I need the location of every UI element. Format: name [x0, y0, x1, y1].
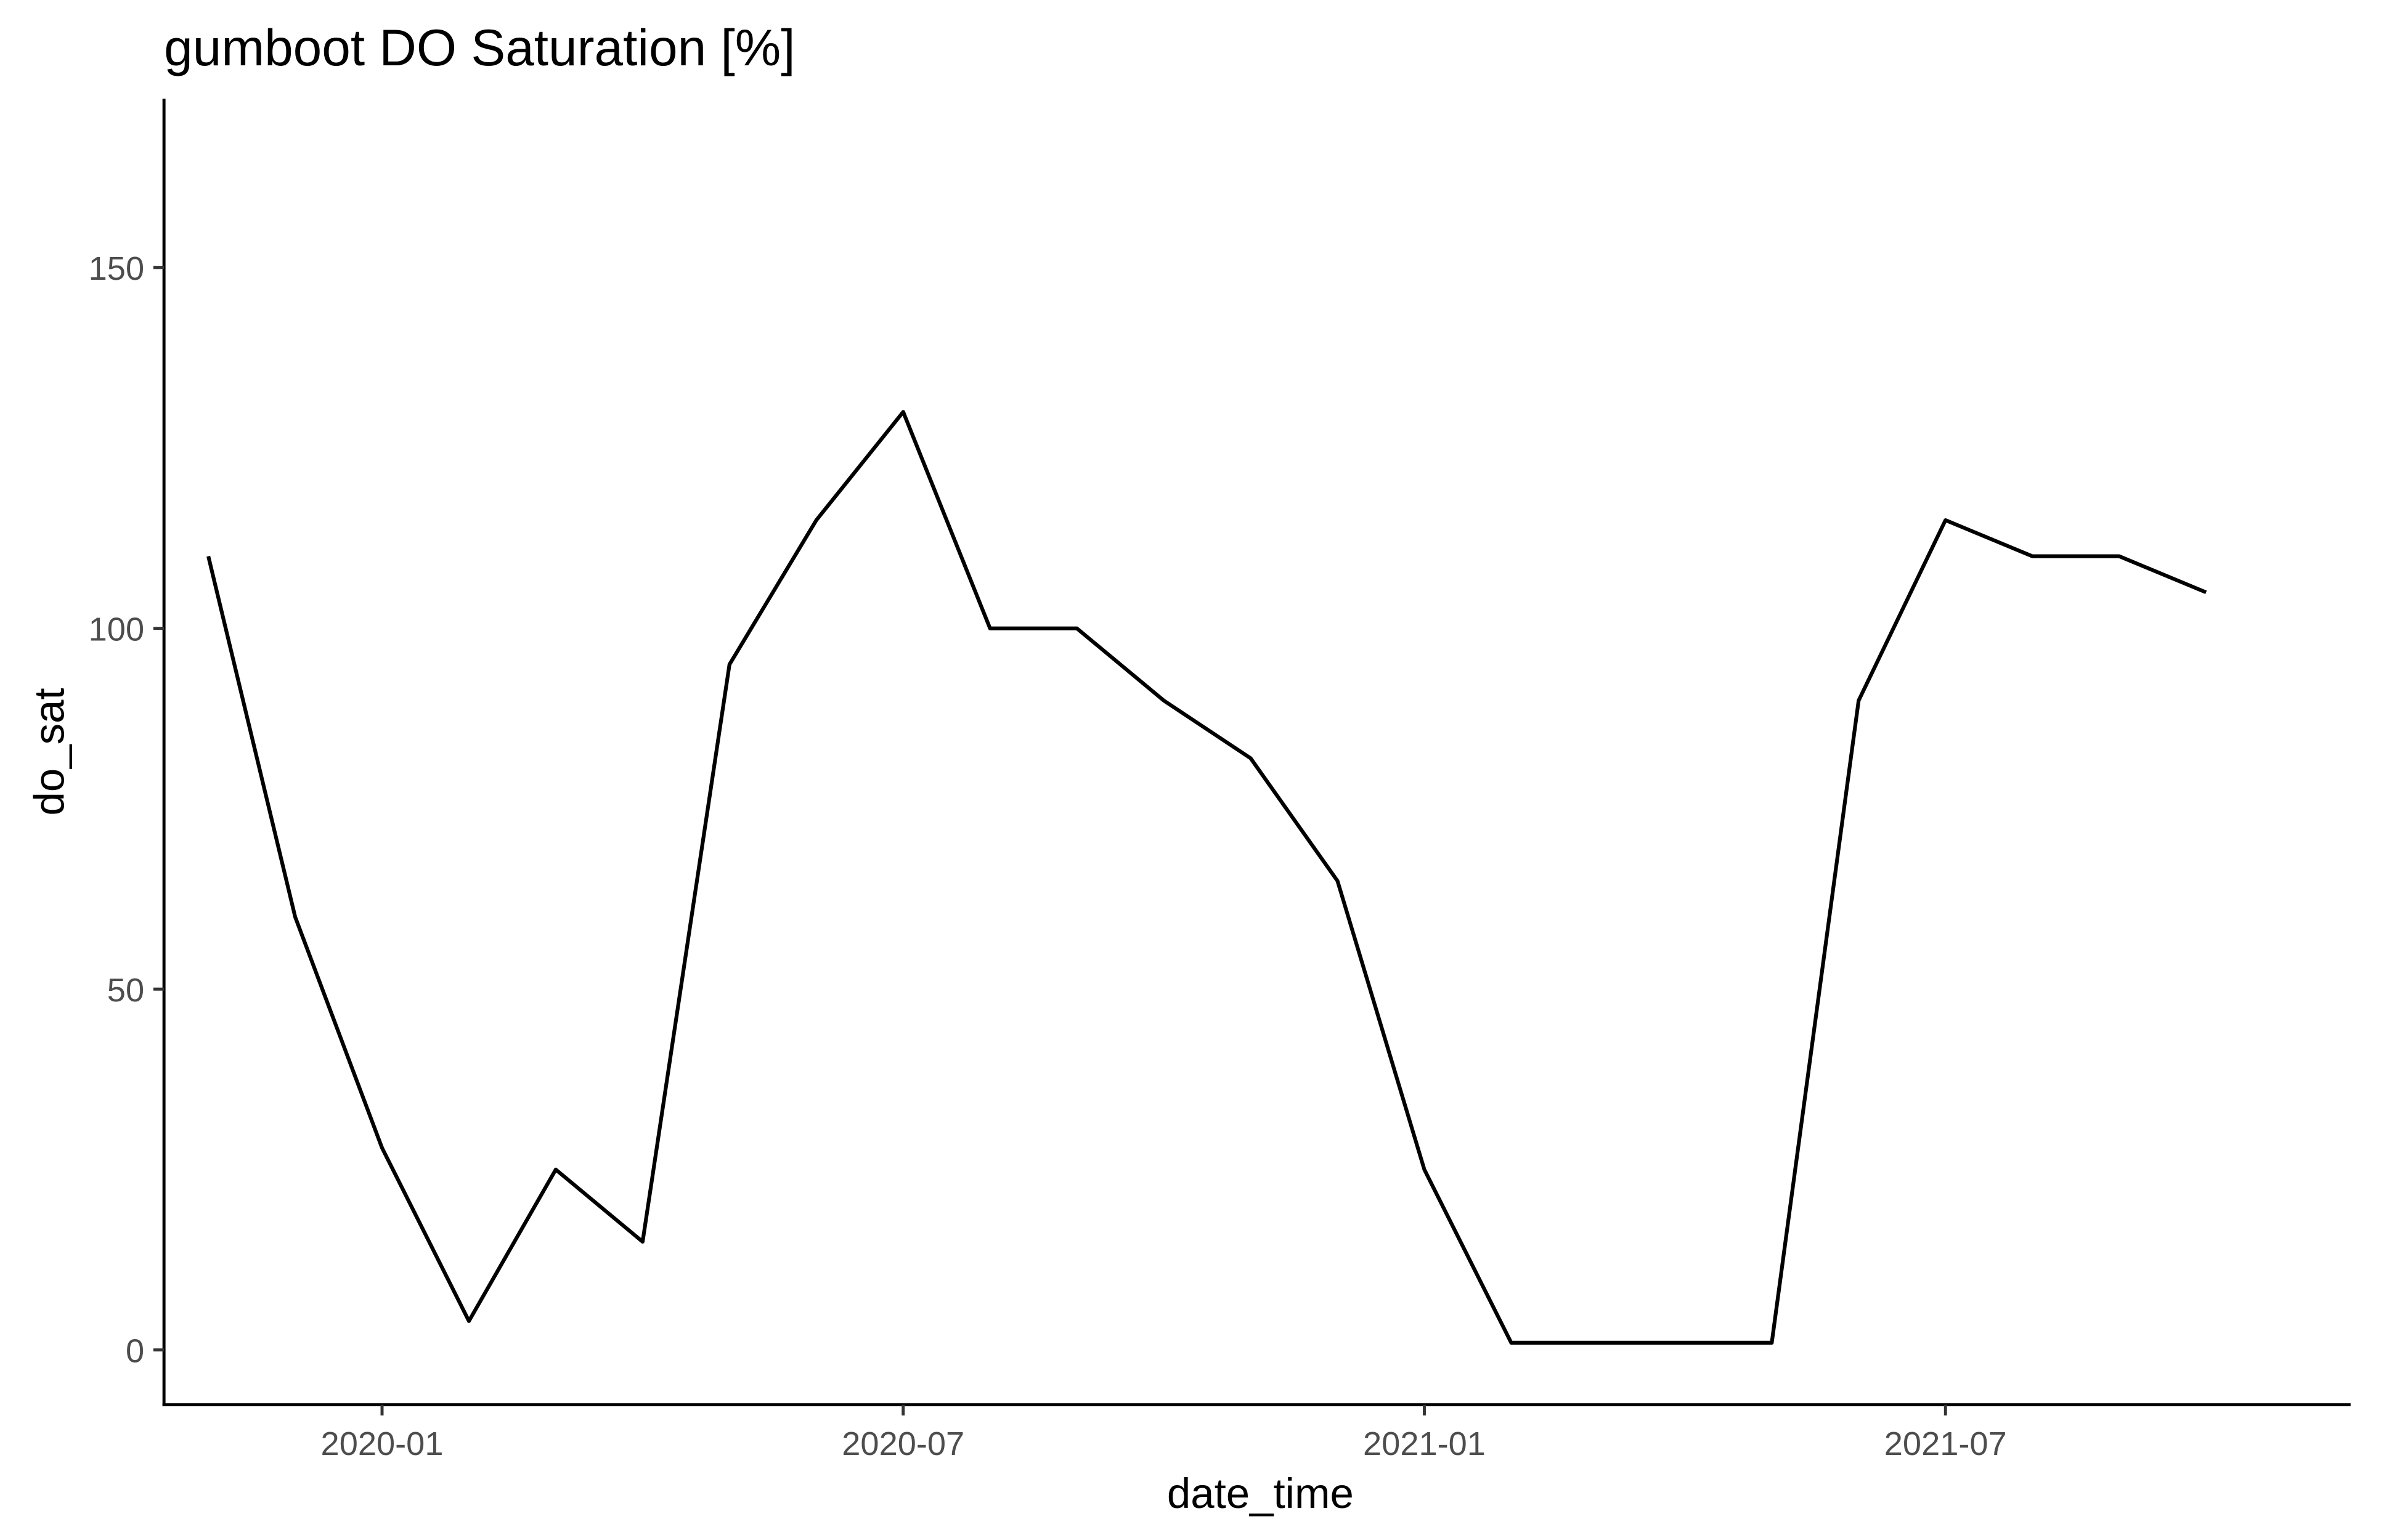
y-tick-label: 0 — [126, 1332, 144, 1369]
y-tick-label: 100 — [89, 611, 144, 648]
chart-title: gumboot DO Saturation [%] — [164, 18, 795, 76]
x-tick-label: 2020-01 — [321, 1425, 444, 1462]
y-axis-title: do_sat — [25, 688, 73, 815]
data-line — [206, 410, 2207, 1345]
x-tick-label: 2020-07 — [842, 1425, 964, 1462]
y-tick-label: 50 — [107, 972, 144, 1009]
x-tick-label: 2021-01 — [1363, 1425, 1486, 1462]
x-tick-label: 2021-07 — [1884, 1425, 2007, 1462]
x-axis-title: date_time — [1167, 1470, 1354, 1517]
y-tick-label: 150 — [89, 250, 144, 287]
